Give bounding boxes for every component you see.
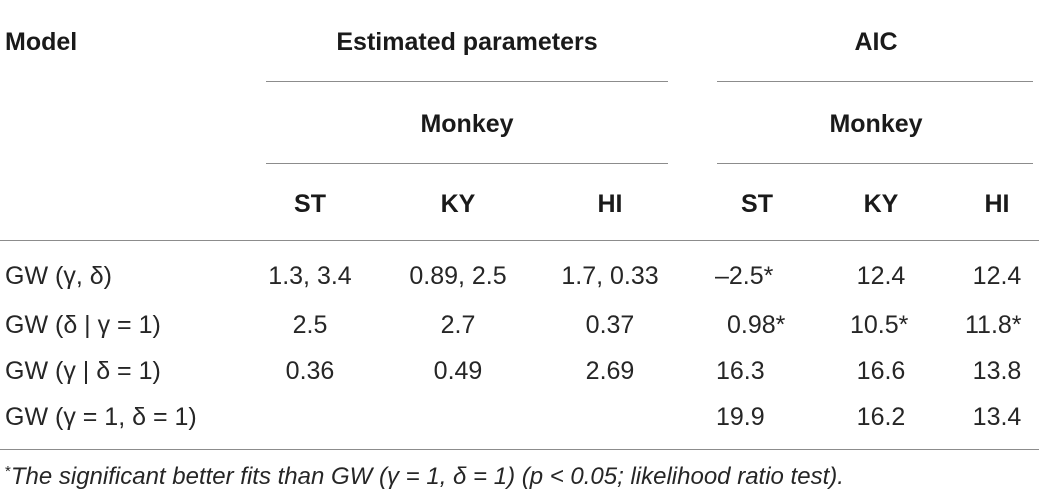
col-header-st-aic: ST xyxy=(741,190,773,218)
rule-monkey-aic xyxy=(717,163,1033,164)
rule-table-bottom xyxy=(0,449,1039,450)
header-monkey-estimated: Monkey xyxy=(420,110,514,138)
cell-est-st: 2.5 xyxy=(292,311,328,339)
cell-aic-st: 19.9 xyxy=(716,403,765,431)
cell-aic-st: –2.5* xyxy=(715,262,774,290)
col-header-hi-est: HI xyxy=(597,190,623,218)
col-header-hi-aic: HI xyxy=(984,190,1010,218)
cell-est-hi: 1.7, 0.33 xyxy=(561,262,659,290)
row-model: GW (γ = 1, δ = 1) xyxy=(5,403,197,431)
cell-aic-hi: 13.8 xyxy=(972,357,1022,385)
cell-est-ky: 2.7 xyxy=(440,311,476,339)
header-monkey-aic: Monkey xyxy=(829,110,923,138)
rule-aic xyxy=(717,81,1033,82)
table-footnote: *The significant better fits than GW (γ … xyxy=(5,457,844,492)
rule-header-bottom xyxy=(0,240,1039,241)
cell-aic-hi: 13.4 xyxy=(972,403,1022,431)
footnote-marker: * xyxy=(5,463,11,480)
header-model: Model xyxy=(5,28,78,56)
row-model: GW (γ, δ) xyxy=(5,262,112,290)
col-header-ky-est: KY xyxy=(440,190,476,218)
cell-aic-hi: 11.8* xyxy=(965,311,1022,339)
col-header-st-est: ST xyxy=(294,190,326,218)
cell-est-ky: 0.89, 2.5 xyxy=(409,262,507,290)
cell-aic-ky: 16.6 xyxy=(856,357,906,385)
cell-aic-st: 0.98* xyxy=(727,311,786,339)
cell-est-hi: 0.37 xyxy=(585,311,635,339)
cell-aic-ky: 10.5* xyxy=(850,311,909,339)
cell-aic-ky: 12.4 xyxy=(856,262,906,290)
row-model: GW (δ | γ = 1) xyxy=(5,311,161,339)
cell-est-ky: 0.49 xyxy=(433,357,483,385)
cell-est-st: 1.3, 3.4 xyxy=(268,262,352,290)
footnote-text: The significant better fits than GW (γ =… xyxy=(10,463,844,490)
cell-est-st: 0.36 xyxy=(285,357,335,385)
cell-est-hi: 2.69 xyxy=(585,357,635,385)
cell-aic-ky: 16.2 xyxy=(856,403,906,431)
cell-aic-st: 16.3 xyxy=(716,357,765,385)
header-estimated-parameters: Estimated parameters xyxy=(336,28,598,56)
rule-monkey-estimated xyxy=(266,163,668,164)
header-aic: AIC xyxy=(854,28,898,56)
col-header-ky-aic: KY xyxy=(863,190,899,218)
row-model: GW (γ | δ = 1) xyxy=(5,357,161,385)
rule-estimated xyxy=(266,81,668,82)
cell-aic-hi: 12.4 xyxy=(972,262,1022,290)
